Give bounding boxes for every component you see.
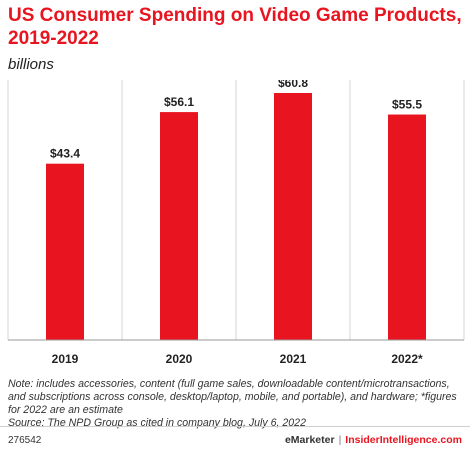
data-label: $55.5: [392, 98, 422, 112]
x-tick-label: 2021: [280, 352, 307, 366]
insider-intelligence-link[interactable]: InsiderIntelligence.com: [345, 434, 462, 446]
emarketer-brand: eMarketer: [284, 434, 335, 446]
bar-chart: $43.4 2019 $56.1 2020 $60.8 2021 $55.5 2022*: [7, 80, 465, 366]
chart-subtitle: billions: [8, 56, 54, 73]
brand-separator: |: [338, 434, 342, 446]
x-tick-label: 2019: [52, 352, 79, 366]
footer-divider: [0, 426, 470, 427]
x-tick-label: 2020: [166, 352, 193, 366]
note-text: Note: includes accessories, content (ful…: [8, 378, 457, 416]
chart-note: Note: includes accessories, content (ful…: [8, 378, 464, 430]
x-tick-label: 2022*: [391, 352, 423, 366]
bar: [388, 114, 426, 340]
chart-title: US Consumer Spending on Video Game Produ…: [8, 5, 462, 49]
bar: [160, 112, 198, 340]
footer-brand: eMarketer | InsiderIntelligence.com: [285, 434, 462, 446]
data-label: $56.1: [164, 95, 194, 109]
source-text: Source: The NPD Group as cited in compan…: [8, 417, 306, 429]
bar: [46, 163, 84, 340]
data-label: $60.8: [278, 80, 308, 90]
bar: [274, 93, 312, 340]
chart-id: 276542: [8, 435, 42, 446]
data-label: $43.4: [50, 147, 80, 161]
